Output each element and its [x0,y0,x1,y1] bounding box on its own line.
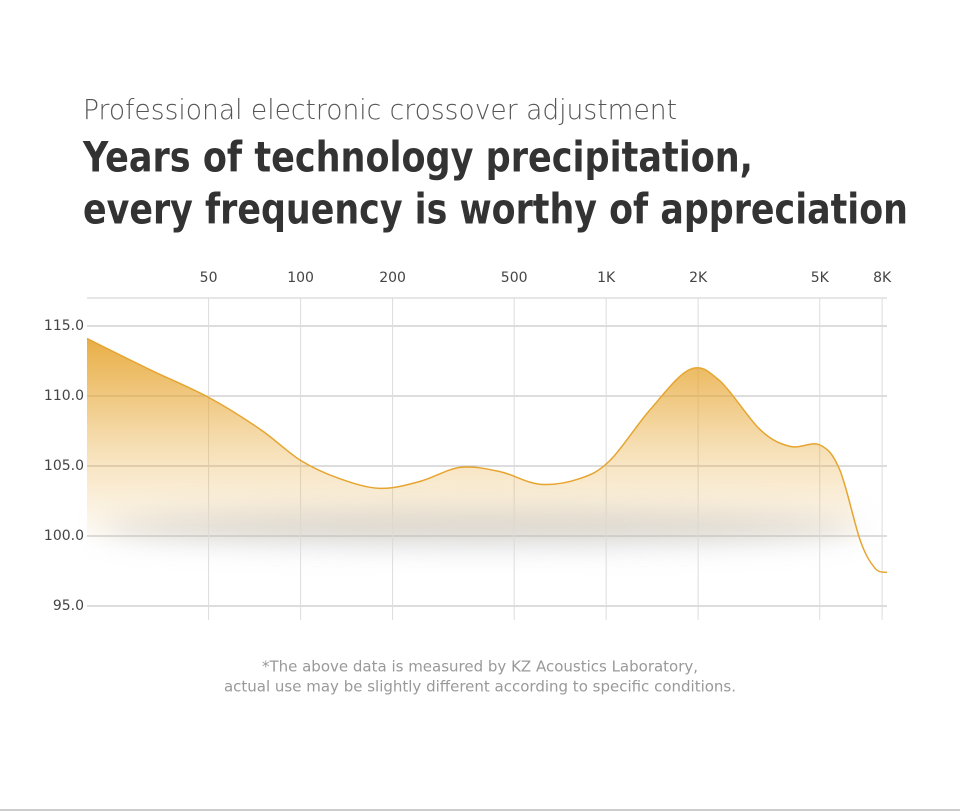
y-tick-label: 110.0 [44,388,84,404]
area [87,338,887,620]
subtitle: Professional electronic crossover adjust… [83,93,677,126]
x-tick-label: 50 [200,270,218,286]
x-tick-label: 200 [379,270,406,286]
line [86,337,888,574]
x-tick-label: 2K [689,270,708,286]
x-tick-label: 5K [811,270,830,286]
y-tick-label: 95.0 [53,598,84,614]
note-line: actual use may be slightly different acc… [224,678,736,696]
plot: 95.0 100.0 105.0 110.0 115.0 50 100 200 500 1K 2K 5… [44,270,892,620]
title-line: Years of technology precipitation, [82,133,753,182]
y-tick-label: 100.0 [44,528,84,544]
y-tick-label: 115.0 [44,318,84,334]
title-line: every frequency is worthy of appreciatio… [83,185,908,234]
x-tick-label: 100 [287,270,314,286]
x-tick-label: 500 [501,270,528,286]
x-tick-label: 1K [597,270,616,286]
y-tick-label: 105.0 [44,458,84,474]
x-tick-label: 8K [873,270,892,286]
note-line: *The above data is measured by KZ Acoust… [262,658,698,676]
